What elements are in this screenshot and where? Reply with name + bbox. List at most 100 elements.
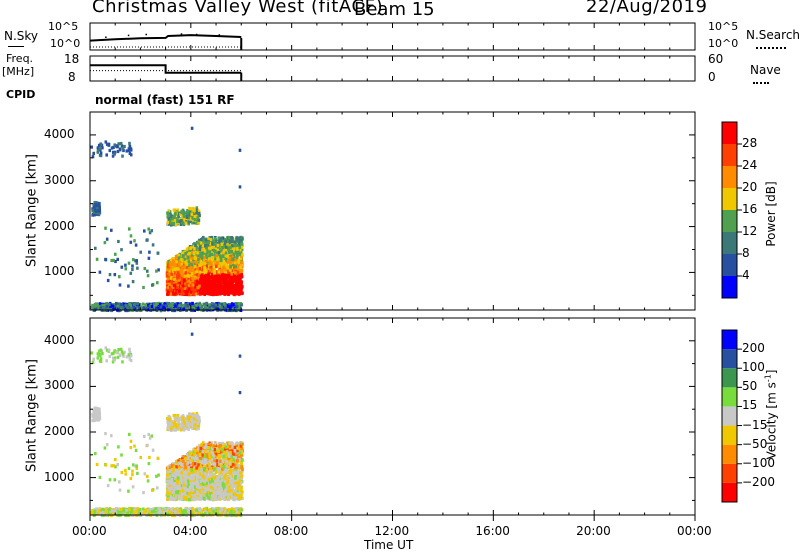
power-cell: [215, 286, 219, 290]
power-cell: [219, 284, 223, 288]
velocity-cell: [91, 508, 94, 513]
power-cell: [232, 250, 236, 254]
velocity-cell: [186, 509, 189, 513]
power-cell: [188, 293, 191, 297]
power-cell: [136, 307, 139, 311]
power-cell: [172, 307, 176, 311]
power-cell: [193, 256, 197, 261]
power-cell: [199, 278, 202, 282]
power-cell: [133, 302, 137, 306]
power-cell: [216, 243, 220, 247]
power-cell: [182, 281, 186, 285]
velocity-cell: [136, 507, 140, 511]
power-cell: [142, 306, 146, 310]
velocity-cell: [141, 507, 145, 511]
power-cell: [150, 304, 154, 309]
power-cell: [188, 280, 192, 285]
power-cell: [117, 142, 120, 146]
velocity-cell: [174, 509, 177, 513]
power-cell: [178, 259, 182, 263]
power-cell: [185, 215, 189, 219]
velocity-cell: [204, 507, 207, 511]
power-cell: [198, 238, 201, 242]
velocity-cell: [102, 509, 105, 513]
nsky-tick-top: 10^5: [48, 20, 79, 33]
power-cell: [106, 278, 110, 283]
velocity-cell: [111, 512, 115, 516]
power-cell: [228, 243, 232, 247]
power-cell: [118, 283, 122, 287]
power-cell: [158, 303, 162, 307]
power-cell: [230, 280, 234, 284]
power-cell: [215, 241, 218, 245]
power-cell: [196, 263, 200, 267]
power-cell: [231, 244, 234, 248]
power-cell: [228, 252, 232, 256]
power-cell: [184, 252, 187, 256]
power-cell: [202, 258, 205, 262]
power-cell: [230, 272, 233, 276]
power-cell: [214, 303, 218, 307]
velocity-cell: [182, 508, 186, 513]
velocity-cell: [218, 497, 222, 501]
power-cell: [187, 260, 190, 264]
power-cell: [233, 240, 237, 244]
power-cell: [215, 264, 218, 268]
power-cell: [173, 277, 176, 281]
power-cell: [180, 266, 183, 270]
power-cell: [185, 280, 188, 284]
power-cell: [236, 271, 239, 276]
power-cell: [173, 302, 177, 306]
power-cell: [241, 253, 244, 257]
power-cell: [216, 292, 219, 296]
power-cell: [190, 286, 193, 290]
velocity-cell: [123, 511, 127, 515]
velocity-cell: [194, 510, 198, 514]
power-cell: [195, 303, 198, 307]
power-cell: [166, 211, 169, 215]
power-cell: [213, 292, 217, 296]
power-cell: [229, 262, 233, 266]
velocity-cell: [123, 509, 126, 513]
power-cell: [97, 212, 101, 216]
power-cell: [192, 244, 196, 249]
power-cell: [240, 290, 243, 294]
power-cell: [223, 292, 227, 296]
power-cell: [194, 243, 197, 247]
power-cell: [209, 287, 212, 291]
power-cell: [174, 208, 177, 212]
power-cell: [195, 279, 199, 283]
power-cell: [238, 252, 241, 256]
power-cell: [185, 282, 189, 287]
power-cell: [111, 307, 115, 311]
power-cell: [208, 250, 212, 254]
velocity-cell: [93, 509, 97, 513]
power-cell: [104, 140, 108, 144]
velocity-cell: [220, 508, 224, 512]
power-cell: [240, 275, 243, 279]
power-cell: [115, 307, 119, 311]
power-cell: [135, 261, 139, 265]
power-cell: [187, 216, 191, 220]
power-cell: [196, 267, 200, 271]
power-cell: [213, 254, 216, 258]
velocity-cell: [109, 511, 113, 515]
power-cell: [197, 212, 200, 216]
power-cell: [120, 248, 123, 252]
velocity-cell: [133, 508, 136, 513]
velocity-cell: [220, 510, 223, 514]
power-cell: [196, 286, 199, 290]
power-cell: [209, 268, 212, 272]
nsky-legend-line: [8, 46, 24, 47]
power-cell: [131, 280, 135, 284]
power-cell: [211, 251, 215, 255]
power-cell: [240, 303, 244, 307]
power-cell: [202, 283, 205, 287]
power-cell: [232, 247, 236, 251]
power-cell: [228, 287, 231, 291]
power-cell: [176, 208, 180, 212]
velocity-scatter: [90, 332, 244, 518]
power-cell: [174, 279, 178, 283]
velocity-cell: [229, 511, 232, 515]
power-cell: [227, 304, 230, 308]
